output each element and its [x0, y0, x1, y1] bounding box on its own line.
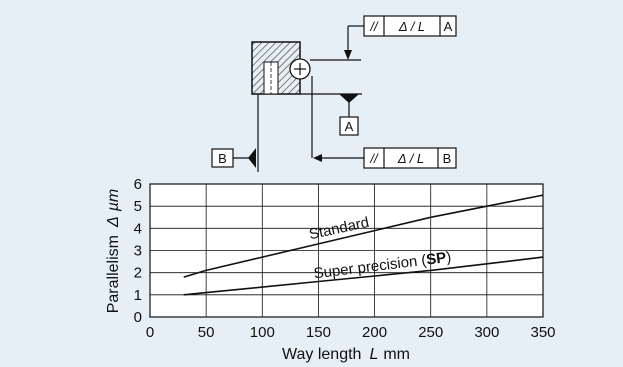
x-axis-label: Way length — [282, 346, 361, 363]
upper-frame-tolerance: Δ / L — [398, 19, 425, 34]
lower-frame-symbol: // — [369, 151, 379, 166]
y-tick-label: 6 — [134, 176, 142, 193]
y-tick-label: 5 — [134, 198, 142, 215]
y-axis-title: Parallelism Δµm — [105, 189, 122, 314]
sp-label-part-3: ) — [445, 249, 452, 266]
x-axis-symbol: L — [369, 346, 378, 363]
y-axis-symbol: Δ — [105, 216, 122, 228]
series-lines — [183, 194, 544, 296]
upper-feature-control-frame: // Δ / L A — [363, 15, 457, 37]
y-tick-labels: 0 1 2 3 4 5 6 — [134, 176, 142, 326]
x-tick-label: 150 — [306, 324, 331, 341]
x-tick-label: 50 — [198, 324, 215, 341]
x-tick-label: 0 — [146, 324, 154, 341]
upper-frame-symbol: // — [369, 19, 379, 34]
datum-b-box: B — [211, 148, 234, 168]
upper-frame-datum: A — [444, 19, 453, 34]
x-tick-labels: 0 50 100 150 200 250 300 350 — [146, 324, 556, 341]
y-tick-label: 4 — [134, 220, 142, 237]
x-axis-unit: mm — [383, 346, 410, 363]
series-line-standard — [183, 194, 544, 278]
series-line-super-precision — [183, 256, 544, 296]
y-tick-label: 0 — [134, 309, 142, 326]
x-tick-label: 100 — [250, 324, 275, 341]
datum-b-label: B — [218, 151, 227, 166]
y-axis-unit: µm — [105, 189, 122, 213]
lower-feature-control-frame: // Δ / L B — [363, 147, 457, 169]
y-tick-label: 3 — [134, 243, 142, 260]
x-tick-label: 250 — [418, 324, 443, 341]
y-tick-label: 1 — [134, 287, 142, 304]
y-axis-label: Parallelism — [105, 235, 122, 313]
datum-a-box: A — [339, 116, 359, 136]
x-tick-label: 350 — [530, 324, 555, 341]
y-tick-label: 2 — [134, 265, 142, 282]
grid-lines — [150, 184, 543, 317]
x-tick-label: 300 — [474, 324, 499, 341]
datum-b-triangle — [248, 148, 256, 168]
datum-a-triangle — [339, 94, 359, 103]
plot-border — [149, 183, 544, 318]
lower-frame-tolerance: Δ / L — [397, 151, 424, 166]
parallelism-diagram — [233, 25, 364, 172]
sp-label-bold: SP — [425, 249, 447, 268]
x-tick-label: 200 — [362, 324, 387, 341]
lower-frame-datum: B — [443, 151, 452, 166]
datum-a-label: A — [345, 119, 354, 134]
